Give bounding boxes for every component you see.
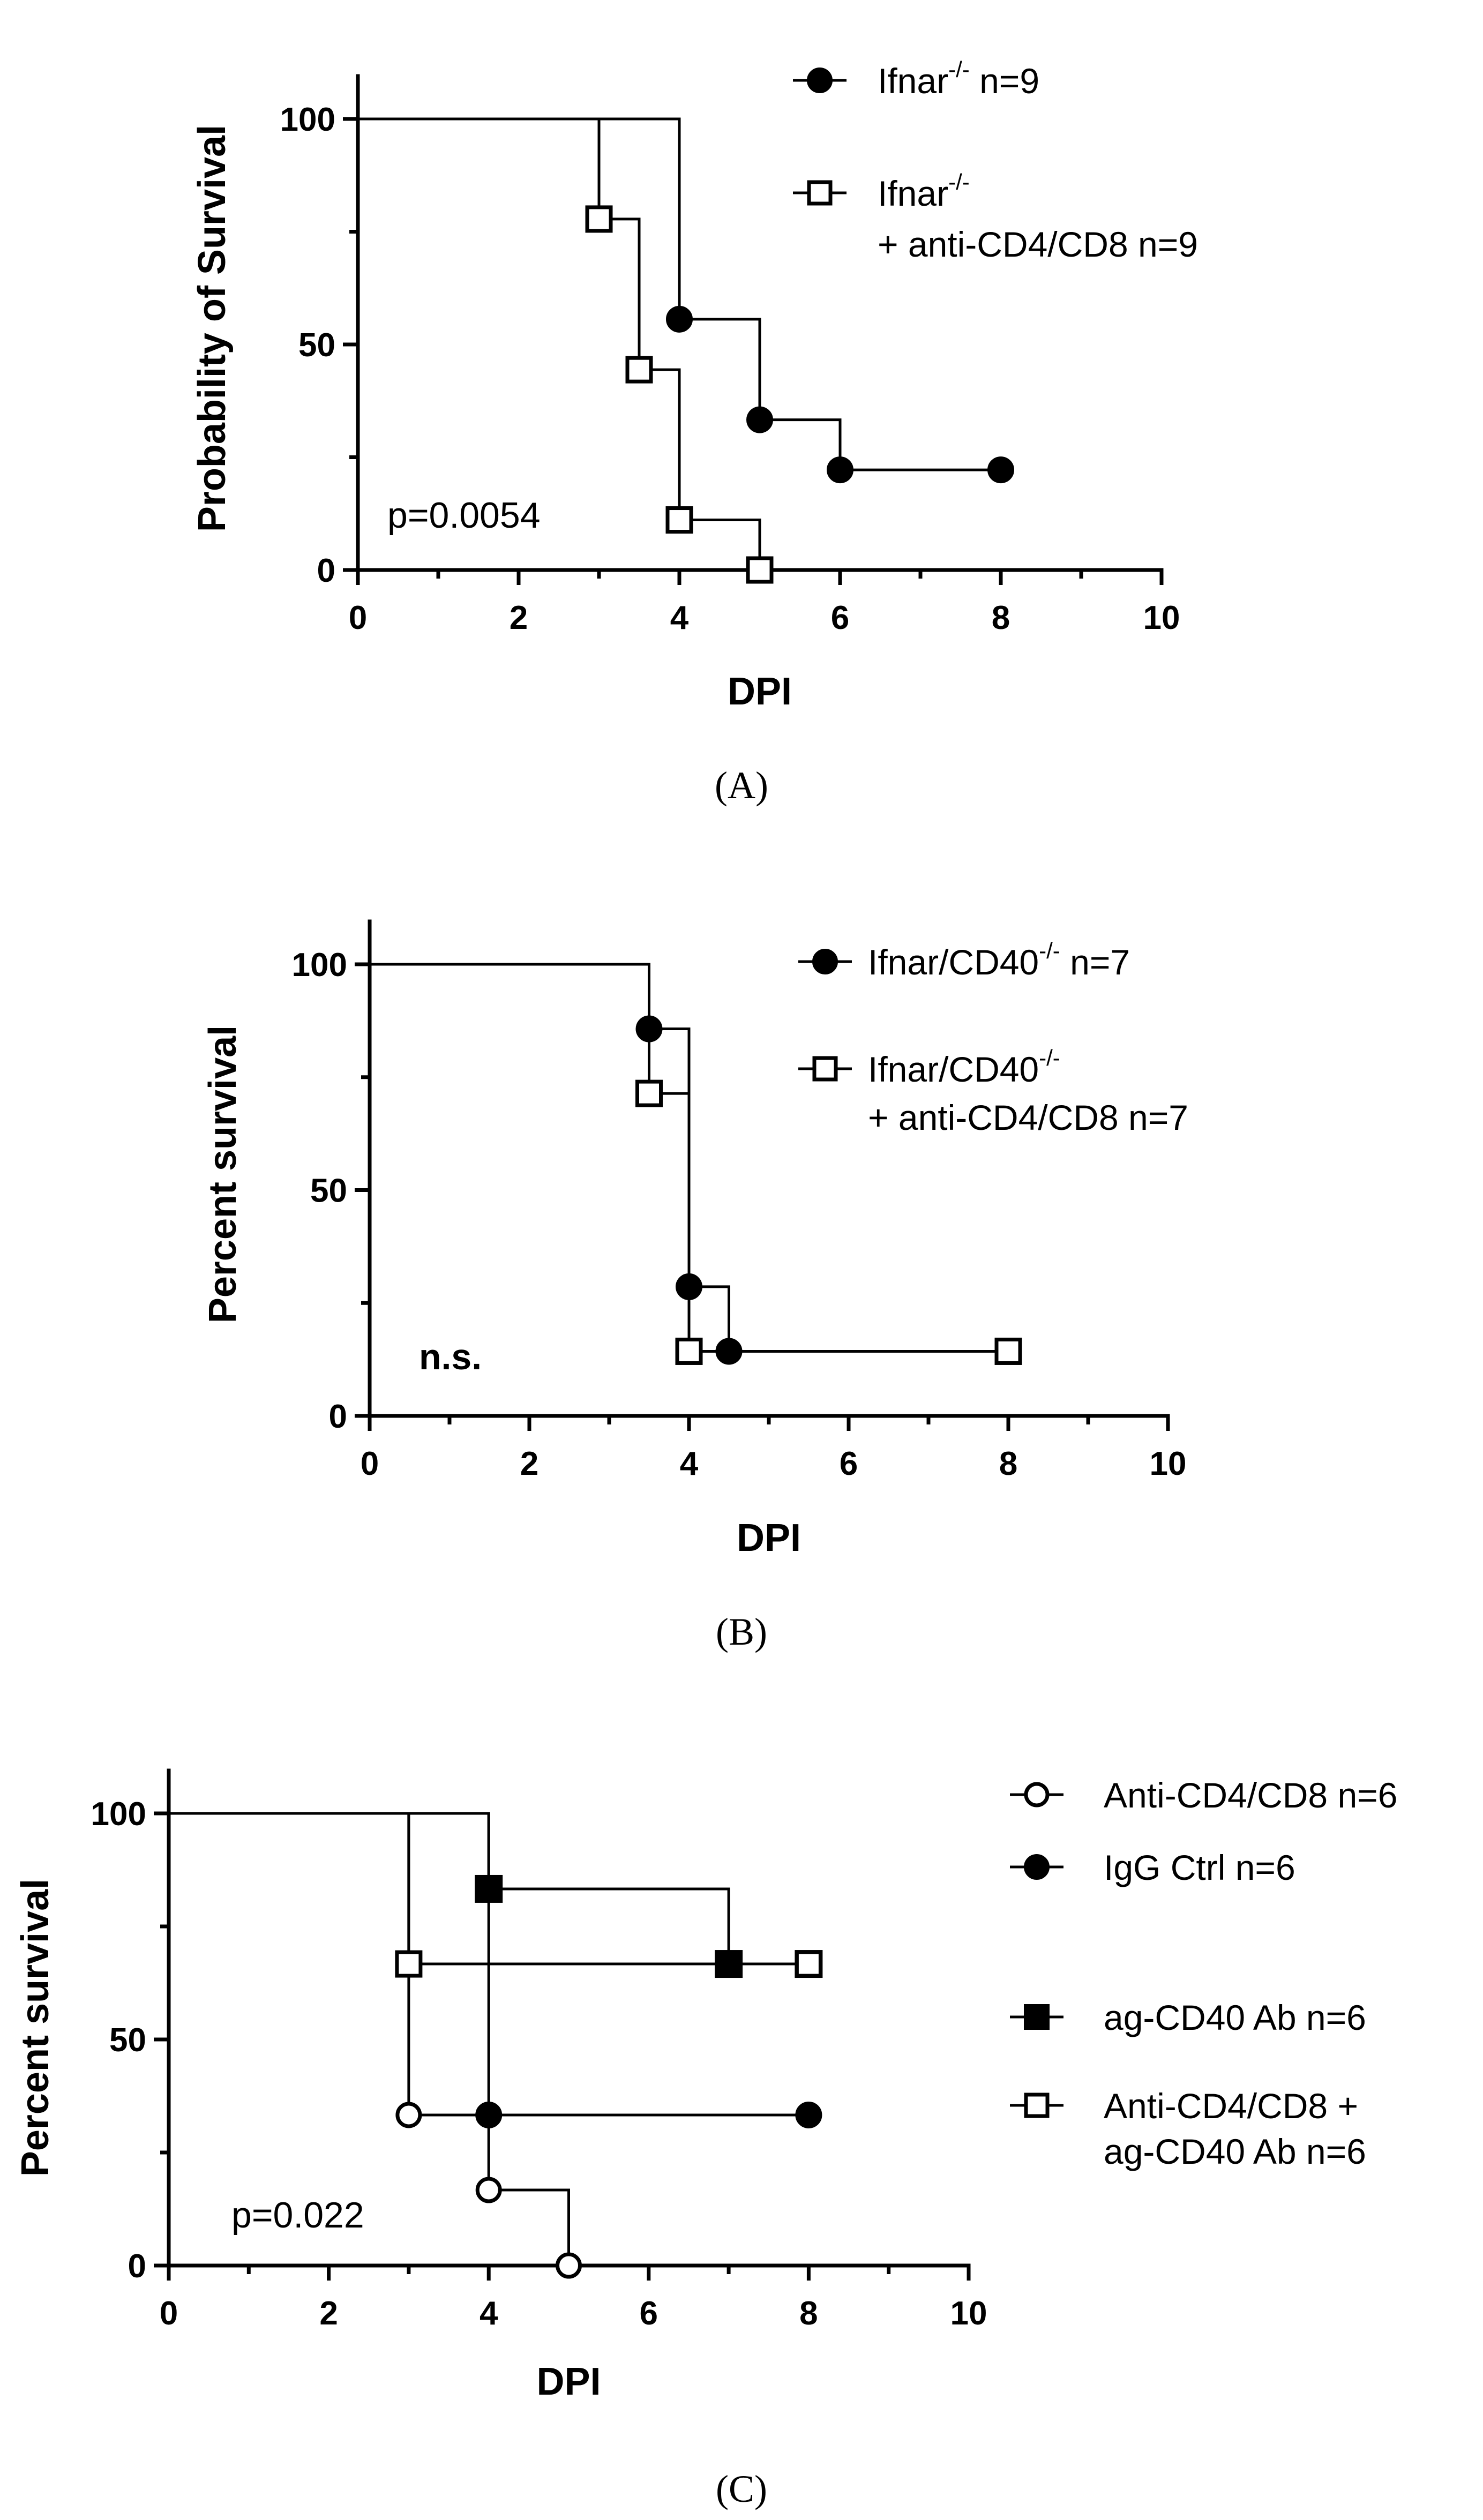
legend-entry-0: Anti-CD4/CD8 n=6	[1010, 1775, 1397, 1815]
legend-label: Anti-CD4/CD8 +	[1104, 2086, 1358, 2126]
series-1	[358, 117, 774, 584]
legend-label: Ifnar/CD40-/-	[868, 1045, 1060, 1089]
series-0	[370, 963, 1022, 1365]
annotation-text: n.s.	[419, 1337, 482, 1377]
x-tick-label: 6	[840, 1445, 858, 1482]
x-tick-label: 0	[349, 599, 367, 636]
x-tick-label: 4	[480, 2295, 498, 2332]
x-tick-label: 2	[510, 599, 528, 636]
x-tick-label: 10	[950, 2295, 987, 2332]
legend-label-line2: + anti-CD4/CD8 n=7	[868, 1098, 1188, 1137]
marker-open-square	[635, 1079, 663, 1107]
series-step-line	[169, 1812, 809, 1966]
marker-filled-circle	[746, 406, 773, 433]
legend-entry-3: Anti-CD4/CD8 + ag-CD40 Ab n=6	[1010, 2086, 1366, 2171]
legend-entry-1: Ifnar-/- + anti-CD4/CD8 n=9	[793, 169, 1198, 264]
marker-open-circle	[395, 2102, 422, 2128]
legend-entry-0: Ifnar/CD40-/- n=7	[798, 938, 1130, 982]
legend-label-line2: ag-CD40 Ab n=6	[1104, 2132, 1366, 2171]
legend-label: Ifnar-/-	[878, 169, 970, 213]
marker-open-square	[395, 1950, 423, 1978]
x-tick-label: 4	[680, 1445, 699, 1482]
series-0	[358, 117, 1014, 484]
y-tick-label: 0	[317, 552, 335, 589]
panel-label: (A)	[715, 764, 768, 807]
legend-label-line2: + anti-CD4/CD8 n=9	[878, 224, 1198, 264]
x-tick-label: 4	[670, 599, 689, 636]
marker-open-square	[994, 1337, 1022, 1365]
y-tick-label: 0	[128, 2248, 146, 2285]
y-tick-label: 100	[280, 101, 335, 138]
y-axis-label: Percent survival	[14, 1879, 57, 2177]
legend-label: IgG Ctrl n=6	[1104, 1848, 1295, 1887]
marker-open-square	[795, 1950, 822, 1978]
y-tick-label: 50	[109, 2022, 146, 2059]
y-tick-label: 100	[91, 1796, 146, 1833]
series-3	[169, 1812, 822, 1978]
x-tick-label: 0	[361, 1445, 379, 1482]
legend-entry-1: IgG Ctrl n=6	[1010, 1848, 1295, 1887]
annotation-text: p=0.0054	[387, 495, 541, 536]
marker-open-square	[675, 1337, 703, 1365]
marker-open-square	[812, 1056, 838, 1082]
legend-entry-0: Ifnar-/- n=9	[793, 57, 1039, 101]
series-0	[169, 1812, 582, 2279]
x-tick-label: 8	[999, 1445, 1017, 1482]
x-tick-label: 10	[1150, 1445, 1187, 1482]
legend-entry-2: ag-CD40 Ab n=6	[1010, 1998, 1366, 2037]
series-2	[169, 1812, 823, 1978]
series-step-line	[370, 963, 1008, 1353]
legend-label: Anti-CD4/CD8 n=6	[1104, 1775, 1397, 1815]
x-tick-label: 8	[992, 599, 1010, 636]
y-tick-label: 50	[298, 327, 335, 364]
x-tick-label: 2	[520, 1445, 538, 1482]
marker-filled-square	[1024, 2004, 1050, 2030]
marker-filled-circle	[827, 456, 853, 484]
legend-label: Ifnar-/- n=9	[878, 57, 1039, 101]
legend-label: ag-CD40 Ab n=6	[1104, 1998, 1366, 2037]
legend-label: Ifnar/CD40-/- n=7	[868, 938, 1130, 982]
x-tick-label: 2	[319, 2295, 338, 2332]
marker-open-square	[746, 556, 774, 584]
marker-filled-circle	[475, 2101, 503, 2128]
marker-open-circle	[475, 2177, 502, 2203]
annotation-text: p=0.022	[231, 2195, 364, 2236]
marker-open-square	[807, 180, 833, 206]
x-tick-label: 6	[831, 599, 849, 636]
marker-filled-circle	[807, 68, 833, 93]
panel-label: (B)	[716, 1610, 767, 1653]
marker-open-circle	[556, 2252, 582, 2279]
marker-open-square	[625, 356, 653, 384]
marker-open-square	[665, 506, 693, 534]
marker-filled-circle	[666, 305, 693, 333]
marker-filled-circle	[1024, 1854, 1050, 1880]
y-tick-label: 50	[310, 1173, 347, 1210]
marker-filled-circle	[812, 949, 838, 974]
x-axis-label: DPI	[737, 1517, 801, 1559]
marker-filled-circle	[987, 456, 1014, 484]
x-axis-label: DPI	[536, 2360, 601, 2403]
marker-open-square	[585, 205, 613, 233]
series-1	[370, 963, 1022, 1365]
marker-filled-square	[475, 1874, 503, 1903]
y-axis-label: Probability of Survival	[191, 125, 234, 532]
x-tick-label: 6	[640, 2295, 658, 2332]
marker-open-square	[1024, 2092, 1050, 2118]
x-tick-label: 8	[799, 2295, 818, 2332]
x-tick-label: 0	[160, 2295, 178, 2332]
y-axis-label: Percent survival	[201, 1025, 244, 1323]
x-tick-label: 10	[1143, 599, 1180, 636]
marker-open-circle	[1024, 1782, 1050, 1808]
x-axis-label: DPI	[728, 670, 792, 713]
y-tick-label: 0	[329, 1398, 347, 1435]
panel-label: (C)	[716, 2468, 767, 2510]
y-tick-label: 100	[292, 947, 347, 984]
legend-entry-1: Ifnar/CD40-/- + anti-CD4/CD8 n=7	[798, 1045, 1188, 1137]
series-step-line	[169, 1812, 570, 2266]
marker-filled-circle	[795, 2101, 822, 2128]
